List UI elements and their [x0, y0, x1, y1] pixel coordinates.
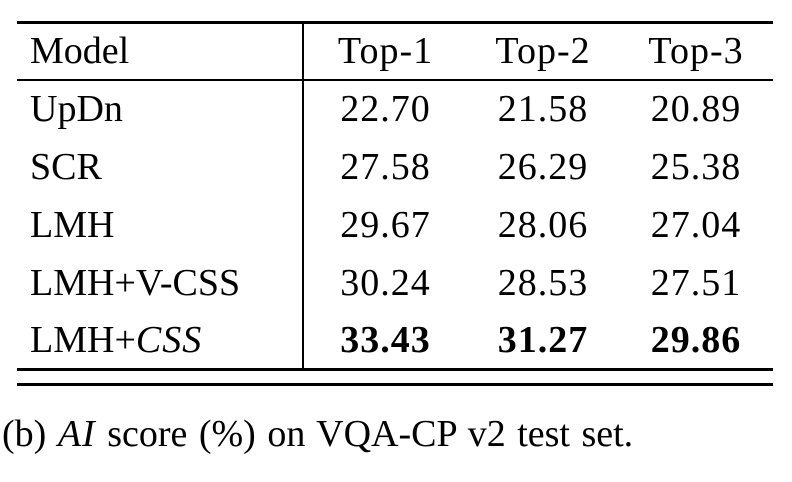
column-header-model: Model: [17, 22, 303, 81]
table-row: LMH+V-CSS 30.24 28.53 27.51: [17, 253, 773, 312]
value-cell: 29.86: [650, 318, 742, 361]
table-row: UpDn 22.70 21.58 20.89: [17, 79, 773, 138]
model-name-cell: LMH: [17, 196, 303, 254]
value-cell: 31.27: [497, 318, 589, 361]
model-name-script: CSS: [135, 318, 203, 361]
model-name-cell: LMH+V-CSS: [17, 254, 303, 312]
table-header-row: Model Top-1 Top-2 Top-3: [17, 22, 773, 81]
value-cell: 26.29: [497, 145, 589, 188]
value-cell: 29.67: [302, 195, 467, 254]
value-cell: 27.51: [650, 261, 742, 304]
model-name: SCR: [30, 145, 102, 188]
model-name-cell: UpDn: [17, 80, 303, 138]
results-table-grid: Model Top-1 Top-2 Top-3 UpDn 22.70 21.58…: [17, 21, 773, 371]
value-cell: 28.53: [497, 261, 589, 304]
caption-suffix: score (%) on VQA-CP v2 test set.: [95, 413, 634, 455]
table-row-best: LMH+CSS 33.43 31.27 29.86: [17, 311, 773, 370]
column-header-top2: Top-2: [467, 22, 619, 81]
table-caption: (b) AI score (%) on VQA-CP v2 test set.: [2, 412, 633, 458]
caption-prefix: (b): [2, 413, 58, 455]
value-cell: 25.38: [650, 145, 742, 188]
model-name: LMH+: [30, 318, 136, 361]
value-cell: 21.58: [497, 88, 589, 130]
table-row: SCR 27.58 26.29 25.38: [17, 137, 773, 196]
column-header-top3: Top-3: [619, 22, 773, 81]
value-cell: 20.89: [650, 88, 742, 130]
model-name-cell: SCR: [17, 138, 303, 196]
table-row: LMH 29.67 28.06 27.04: [17, 195, 773, 254]
bottom-double-rule: [17, 383, 773, 386]
value-cell: 33.43: [302, 311, 467, 370]
model-name: LMH+V-CSS: [30, 261, 241, 304]
model-name-cell: LMH+CSS: [17, 312, 303, 370]
value-cell: 28.06: [497, 203, 589, 246]
value-cell: 22.70: [302, 79, 467, 138]
value-cell: 30.24: [302, 253, 467, 312]
model-name: LMH: [30, 203, 115, 246]
value-cell: 27.04: [650, 203, 742, 246]
results-table: Model Top-1 Top-2 Top-3 UpDn 22.70 21.58…: [17, 21, 773, 386]
model-name: UpDn: [30, 88, 123, 130]
value-cell: 27.58: [302, 137, 467, 196]
caption-script-metric: AI: [57, 413, 96, 455]
column-header-top1: Top-1: [302, 22, 467, 81]
